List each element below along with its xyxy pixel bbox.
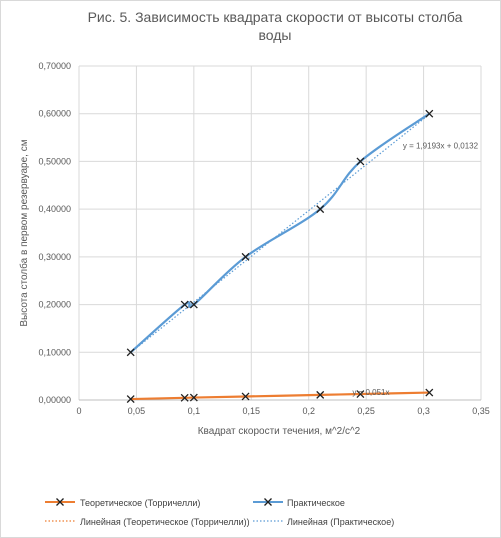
x-tick-label: 0,35 [472, 406, 490, 416]
x-tick-label: 0,15 [243, 406, 261, 416]
data-point-marker [126, 395, 135, 404]
legend-label-practical: Практическое [287, 498, 345, 508]
legend-marker-1 [264, 498, 272, 506]
trendline-equation-theoretical: y = 0,051x [352, 388, 389, 397]
trendline-1 [130, 113, 430, 353]
y-tick-label: 0,30000 [38, 252, 71, 262]
data-point-marker [425, 109, 434, 118]
chart-title-line-1: Рис. 5. Зависимость квадрата скорости от… [88, 9, 463, 25]
x-tick-label: 0,1 [188, 406, 201, 416]
data-point-marker [241, 252, 250, 261]
legend-label-theoretical: Теоретическое (Торричелли) [80, 498, 200, 508]
data-point-marker [241, 392, 250, 401]
trendline-equation-practical: y = 1,9193x + 0,0132 [403, 142, 479, 151]
y-tick-label: 0,00000 [38, 395, 71, 405]
y-tick-label: 0,20000 [38, 300, 71, 310]
data-point-marker [316, 205, 325, 214]
y-tick-label: 0,40000 [38, 204, 71, 214]
legend-label-trend-theoretical: Линейная (Теоретическое (Торричелли)) [80, 517, 250, 527]
x-tick-label: 0,3 [417, 406, 430, 416]
data-point-marker [316, 390, 325, 399]
data-point-marker [180, 393, 189, 402]
data-point-marker [126, 348, 135, 357]
y-tick-label: 0,10000 [38, 347, 71, 357]
legend-marker-0 [56, 498, 64, 506]
chart-title-line-2: воды [259, 27, 292, 43]
data-point-marker [356, 157, 365, 166]
legend-label-trend-practical: Линейная (Практическое) [287, 517, 394, 527]
markers [126, 109, 434, 404]
legend: Теоретическое (Торричелли) Практическое … [45, 498, 394, 527]
x-tick-label: 0,05 [128, 406, 146, 416]
axes: 0,00000 0,10000 0,20000 0,30000 0,40000 0,500… [38, 61, 489, 416]
data-point-marker [189, 300, 198, 309]
x-tick-label: 0,2 [302, 406, 315, 416]
y-tick-label: 0,60000 [38, 109, 71, 119]
data-point-marker [189, 393, 198, 402]
x-tick-label: 0,25 [357, 406, 375, 416]
gridlines [79, 65, 482, 400]
y-tick-label: 0,50000 [38, 156, 71, 166]
data-point-marker [356, 390, 365, 398]
x-tick-label: 0 [76, 406, 81, 416]
data-point-marker [180, 300, 189, 309]
data-point-marker [425, 388, 434, 397]
y-tick-label: 0,70000 [38, 61, 71, 71]
y-axis-title: Высота столба в первом резервуаре, см [18, 139, 30, 326]
x-axis-title: Квадрат скорости течения, м^2/с^2 [198, 426, 361, 437]
